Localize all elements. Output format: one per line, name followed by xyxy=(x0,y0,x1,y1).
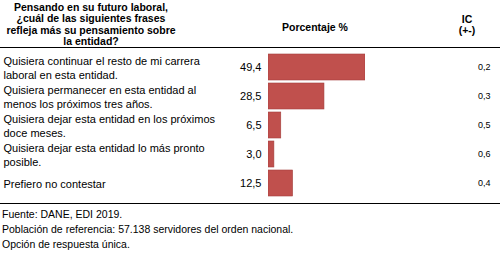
html-text:IC (+-): IC (+-) xyxy=(458,13,476,37)
svg-text:0,5: 0,5 xyxy=(478,120,491,130)
svg-text:6,5: 6,5 xyxy=(246,119,261,131)
svg-text:49,4: 49,4 xyxy=(240,61,261,73)
html-text:Opción de respuesta única.: Opción de respuesta única. xyxy=(2,238,130,250)
svg-text:12,5: 12,5 xyxy=(240,177,261,189)
svg-text:Quisiera dejar esta entidad lo: Quisiera dejar esta entidad lo más pront… xyxy=(4,142,205,168)
svg-text:Prefiero no contestar: Prefiero no contestar xyxy=(4,178,106,190)
svg-text:3,0: 3,0 xyxy=(246,148,261,160)
svg-text:28,5: 28,5 xyxy=(240,90,261,102)
svg-text:Quisiera permanecer en esta en: Quisiera permanecer en esta entidad alme… xyxy=(4,84,197,110)
html-text:Población de referencia: 57.13: Población de referencia: 57.138 servidor… xyxy=(2,223,294,235)
svg-text:0,3: 0,3 xyxy=(478,91,491,101)
html-text:Fuente: DANE, EDI 2019.: Fuente: DANE, EDI 2019. xyxy=(2,208,123,220)
svg-text:Quisiera dejar esta entidad en: Quisiera dejar esta entidad en los próxi… xyxy=(4,113,216,139)
svg-text:Quisiera continuar el resto de: Quisiera continuar el resto de mi carrer… xyxy=(4,55,201,81)
svg-text:0,4: 0,4 xyxy=(478,178,491,188)
svg-text:0,6: 0,6 xyxy=(478,149,491,159)
html-text:Porcentaje %: Porcentaje % xyxy=(282,21,348,33)
html-text:Pensando en su futuro laboral,: Pensando en su futuro laboral, ¿cuál de … xyxy=(6,1,176,47)
svg-text:0,2: 0,2 xyxy=(478,62,491,72)
